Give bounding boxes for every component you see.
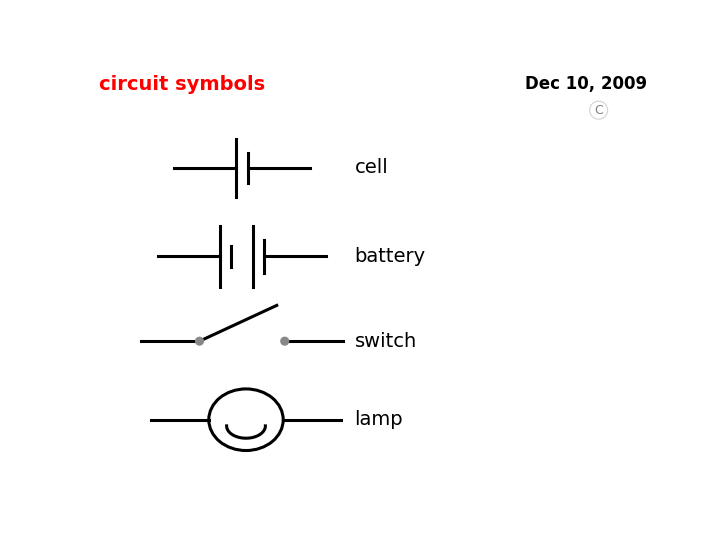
Text: cell: cell (355, 158, 388, 177)
Text: battery: battery (355, 247, 426, 266)
Text: lamp: lamp (355, 410, 403, 429)
Circle shape (281, 337, 288, 345)
Text: switch: switch (355, 331, 416, 351)
Circle shape (196, 337, 203, 345)
Text: C: C (594, 104, 603, 117)
Text: Dec 10, 2009: Dec 10, 2009 (526, 75, 647, 93)
Text: circuit symbols: circuit symbols (99, 75, 265, 94)
